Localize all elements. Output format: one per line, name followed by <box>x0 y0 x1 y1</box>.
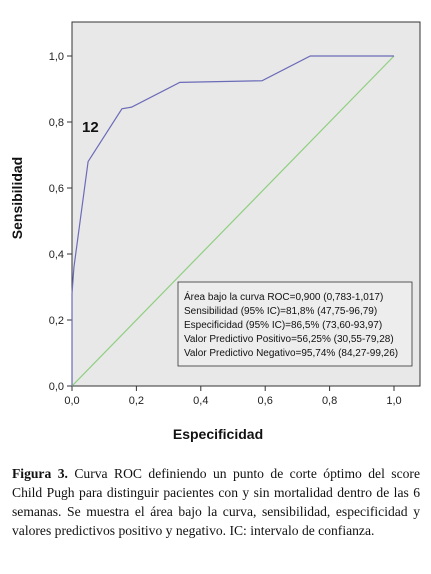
y-tick-label: 0,0 <box>49 381 64 393</box>
x-tick-label: 0,2 <box>129 395 144 407</box>
stats-line-sensitivity: Sensibilidad (95% IC)=81,8% (47,75-96,79… <box>184 306 377 317</box>
x-axis-title: Especificidad <box>173 426 263 442</box>
y-tick-label: 0,8 <box>49 117 64 129</box>
x-tick-label: 0,6 <box>258 395 273 407</box>
roc-curve-line <box>71 55 394 386</box>
y-tick-label: 0,6 <box>49 183 64 195</box>
stats-box: Área bajo la curva ROC=0,900 (0,783-1,01… <box>177 281 413 367</box>
y-axis-title: Sensibilidad <box>9 157 25 239</box>
stats-line-npv: Valor Predictivo Negativo=95,74% (84,27-… <box>184 348 398 359</box>
x-tick-label: 0,4 <box>193 395 208 407</box>
figure-label: Figura 3. <box>12 466 68 481</box>
roc-chart: 0,0 0,2 0,4 0,6 0,8 1,0 0,0 0,2 0,4 0,6 0,8 1,0 12… <box>9 21 421 442</box>
figure-caption: Figura 3. Curva ROC definiendo un punto … <box>12 464 420 540</box>
stats-line-ppv: Valor Predictivo Positivo=56,25% (30,55-… <box>184 334 394 345</box>
y-tick-label: 1,0 <box>49 51 64 63</box>
x-tick-label: 1,0 <box>386 395 401 407</box>
x-tick-label: 0,8 <box>322 395 337 407</box>
stats-line-auc: Área bajo la curva ROC=0,900 (0,783-1,01… <box>184 290 383 303</box>
series-layer <box>71 55 395 387</box>
annotation-12: 12 <box>82 119 99 136</box>
x-axis: 0,0 0,2 0,4 0,6 0,8 1,0 <box>64 386 402 407</box>
figure-caption-text: Curva ROC definiendo un punto de corte ó… <box>12 466 420 538</box>
reference-line <box>71 55 395 387</box>
y-tick-label: 0,4 <box>49 249 64 261</box>
y-tick-label: 0,2 <box>49 315 64 327</box>
y-axis: 0,0 0,2 0,4 0,6 0,8 1,0 <box>49 51 72 393</box>
stats-line-specificity: Especificidad (95% IC)=86,5% (73,60-93,9… <box>184 320 382 331</box>
x-tick-label: 0,0 <box>64 395 79 407</box>
stats-box-frame <box>177 281 413 367</box>
